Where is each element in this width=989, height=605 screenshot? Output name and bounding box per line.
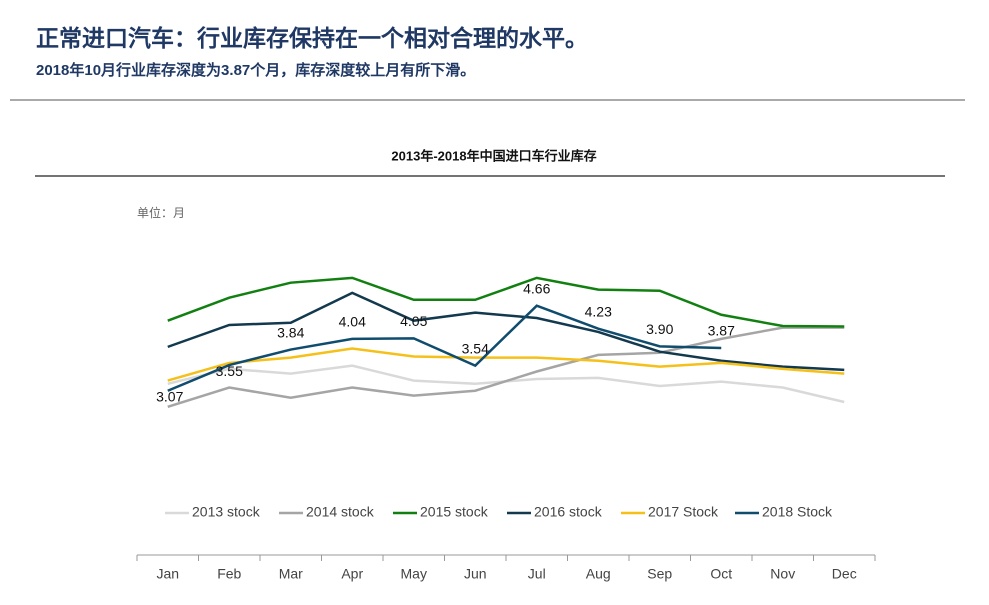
x-tick-label: Oct — [710, 566, 732, 582]
x-tick-label: Jul — [528, 566, 546, 582]
data-label: 3.07 — [156, 388, 183, 404]
x-tick-label: Mar — [279, 566, 303, 582]
series-line — [167, 364, 845, 404]
series-line — [167, 347, 845, 382]
legend-label: 2014 stock — [306, 504, 375, 520]
data-label: 3.54 — [462, 340, 489, 356]
slide-title: 正常进口汽车：行业库存保持在一个相对合理的水平。 — [36, 25, 588, 51]
data-label: 4.05 — [400, 313, 427, 329]
data-label: 3.84 — [277, 324, 304, 340]
chart-title: 2013年-2018年中国进口车行业库存 — [391, 148, 596, 163]
legend-label: 2017 Stock — [648, 504, 719, 520]
data-label: 3.55 — [216, 363, 243, 379]
unit-label: 单位：月 — [137, 205, 185, 220]
data-label: 4.04 — [339, 314, 366, 330]
legend-label: 2015 stock — [420, 504, 489, 520]
x-tick-label: Sep — [647, 566, 672, 582]
x-tick-label: Apr — [341, 566, 363, 582]
series-line — [167, 326, 845, 408]
x-tick-label: Jan — [156, 566, 179, 582]
data-label: 4.66 — [523, 280, 550, 296]
x-tick-label: Dec — [832, 566, 857, 582]
data-label: 3.87 — [708, 323, 735, 339]
x-tick-label: Feb — [217, 566, 241, 582]
legend-label: 2016 stock — [534, 504, 603, 520]
legend-label: 2018 Stock — [762, 504, 833, 520]
legend-label: 2013 stock — [192, 504, 261, 520]
series-line — [167, 276, 845, 328]
series-line — [167, 291, 845, 372]
series-line — [167, 304, 722, 392]
slide-subtitle: 2018年10月行业库存深度为3.87个月，库存深度较上月有所下滑。 — [36, 61, 475, 79]
x-tick-label: May — [401, 566, 427, 582]
x-tick-label: Nov — [770, 566, 795, 582]
data-label: 3.90 — [646, 321, 673, 337]
x-tick-label: Aug — [586, 566, 611, 582]
x-tick-label: Jun — [464, 566, 487, 582]
data-label: 4.23 — [585, 303, 612, 319]
